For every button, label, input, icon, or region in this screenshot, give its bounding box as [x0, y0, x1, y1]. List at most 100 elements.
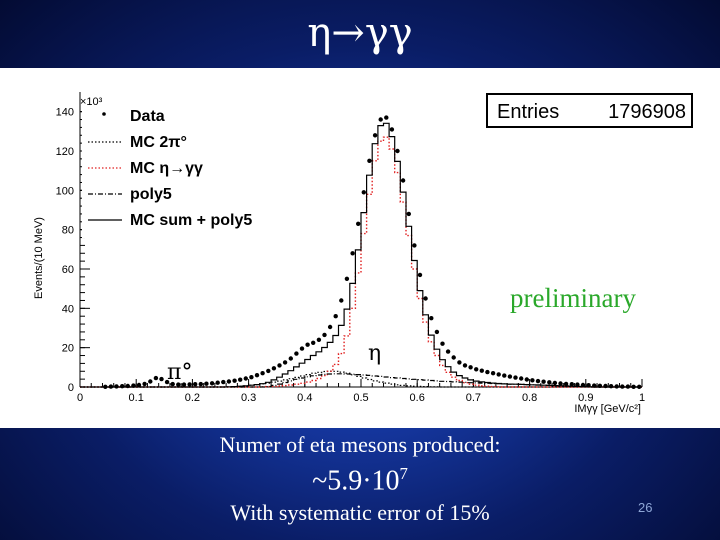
data-point	[485, 369, 490, 375]
y-tick-label: 80	[62, 225, 74, 237]
data-point	[238, 377, 243, 382]
data-point	[597, 383, 603, 388]
x-tick-label: 1	[639, 392, 645, 404]
stats-entries-label: Entries	[497, 101, 559, 123]
y-tick-label: 140	[56, 107, 74, 119]
y-tick-label: 20	[62, 343, 74, 355]
data-point	[282, 360, 288, 365]
data-point	[457, 360, 462, 365]
data-point	[367, 158, 372, 163]
data-point	[254, 373, 260, 378]
data-point	[389, 127, 395, 132]
eta-count-value: ~5.9·10	[312, 465, 400, 497]
data-point	[569, 382, 574, 387]
data-point	[243, 376, 248, 381]
data-point	[586, 383, 591, 388]
slide-title: η→γγ	[307, 10, 413, 56]
histogram-chart: 0 0.1 0.2 0.3 0.4 0.5 0.6 0.7 0.8 0.9 1 0 20 40 60 80 1…	[0, 68, 720, 428]
data-point	[451, 355, 456, 360]
data-point	[603, 383, 608, 389]
data-point	[462, 363, 468, 368]
data-point	[395, 148, 400, 154]
data-point	[637, 384, 642, 389]
data-point	[266, 368, 271, 374]
data-point	[108, 384, 114, 389]
data-point	[232, 378, 237, 383]
data-point	[614, 384, 619, 389]
data-point	[198, 381, 203, 387]
x-ticks: 0 0.1 0.2 0.3 0.4 0.5 0.6 0.7 0.8 0.9 1	[77, 379, 645, 404]
legend-label: MC 2π°	[130, 134, 187, 151]
data-point	[305, 342, 310, 347]
y-multiplier: ×10³	[80, 96, 103, 108]
stats-entries-value: 1796908	[608, 101, 686, 123]
data-point	[575, 382, 580, 387]
x-tick-label: 0.6	[410, 392, 425, 404]
y-tick-label: 0	[68, 382, 74, 394]
data-point	[103, 384, 108, 389]
data-point	[153, 375, 159, 381]
eta-peak-label: η	[368, 341, 381, 366]
data-point	[547, 380, 552, 385]
data-point	[400, 178, 406, 183]
data-point	[316, 337, 322, 342]
data-point	[181, 382, 187, 387]
data-point	[541, 379, 546, 384]
data-point	[288, 356, 293, 361]
data-point	[131, 383, 136, 388]
mc-sum-curve	[80, 122, 642, 388]
data-point	[412, 243, 417, 248]
data-point	[563, 381, 569, 387]
data-point	[361, 190, 366, 195]
data-point	[496, 372, 501, 377]
data-point	[187, 382, 192, 387]
data-point	[142, 381, 147, 387]
preliminary-label: preliminary	[510, 283, 636, 313]
data-point	[125, 383, 130, 389]
data-point	[148, 379, 153, 384]
data-point	[580, 382, 586, 388]
y-tick-label: 100	[56, 185, 74, 197]
data-point	[193, 382, 198, 387]
data-point	[434, 329, 440, 335]
data-point	[226, 379, 232, 384]
data-point	[344, 276, 350, 281]
data-point	[519, 376, 524, 381]
y-tick-label: 120	[56, 146, 74, 158]
data-point	[384, 115, 389, 120]
data-point	[311, 340, 316, 345]
data-point	[502, 373, 507, 378]
data-point	[221, 379, 226, 385]
plot-panel: 0 0.1 0.2 0.3 0.4 0.5 0.6 0.7 0.8 0.9 1 0 20 40 60 80 1…	[0, 68, 720, 428]
x-tick-label: 0.8	[522, 392, 537, 404]
data-point	[271, 366, 277, 371]
data-point	[170, 381, 175, 387]
data-point	[631, 384, 636, 389]
data-point	[120, 384, 125, 389]
data-point	[558, 381, 563, 386]
x-axis-title: IMγγ [GeV/c²]	[574, 403, 641, 415]
curves	[80, 122, 642, 388]
data-points	[103, 115, 642, 389]
data-point	[209, 381, 215, 386]
data-point	[372, 133, 378, 138]
data-point	[215, 380, 220, 385]
data-point	[164, 379, 170, 385]
data-point	[350, 251, 355, 256]
data-point	[552, 380, 558, 386]
data-point	[333, 314, 338, 319]
eta-count-exponent: 7	[399, 464, 408, 483]
data-point	[249, 375, 254, 380]
data-point	[159, 376, 164, 382]
data-point	[429, 316, 434, 321]
caption-line-1: Numer of eta mesons produced:	[219, 432, 501, 457]
data-point	[277, 363, 282, 368]
data-point	[479, 368, 484, 373]
data-point	[417, 272, 423, 278]
data-point	[445, 349, 451, 354]
caption-line-2: ~5.9·107	[0, 464, 720, 497]
data-point	[294, 351, 299, 356]
legend-label: MC sum + poly5	[130, 212, 252, 229]
data-point	[620, 384, 625, 389]
data-point	[468, 365, 473, 370]
